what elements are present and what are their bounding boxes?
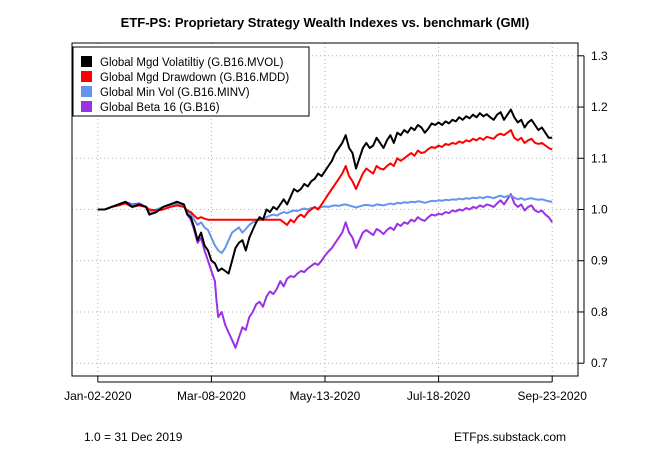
legend-label: Global Mgd Drawdown (G.B16.MDD) xyxy=(100,72,289,84)
legend-label: Global Mgd Volatiltiy (G.B16.MVOL) xyxy=(100,57,284,69)
legend-label: Global Min Vol (G.B16.MINV) xyxy=(100,87,250,99)
chart-title: ETF-PS: Proprietary Strategy Wealth Inde… xyxy=(121,15,530,30)
legend: Global Mgd Volatiltiy (G.B16.MVOL) Global… xyxy=(72,46,310,117)
x-tick-label: Jul-18-2020 xyxy=(407,389,471,403)
series-line-global-mgd-drawdown-g-b16-mdd xyxy=(97,129,553,226)
x-tick-label: Mar-08-2020 xyxy=(177,389,246,403)
series-line-global-beta-16-g-b16 xyxy=(97,193,554,349)
series-lines xyxy=(97,108,554,349)
series-line-global-min-vol-g-b16-minv xyxy=(97,194,553,254)
footer-source: ETFps.substack.com xyxy=(453,430,566,444)
legend-swatch xyxy=(81,56,92,67)
y-tick-label: 0.7 xyxy=(591,356,608,370)
x-tick-label: May-13-2020 xyxy=(290,389,361,403)
x-axis: Jan-02-2020 Mar-08-2020 May-13-2020 Jul-18-… xyxy=(64,376,587,403)
footer-base-note: 1.0 = 31 Dec 2019 xyxy=(84,430,183,444)
y-tick-label: 1.0 xyxy=(591,203,608,217)
y-axis: 0.7 0.8 0.9 1.0 1.1 1.2 1.3 xyxy=(578,49,608,370)
x-tick-label: Sep-23-2020 xyxy=(517,389,587,403)
legend-swatch xyxy=(81,71,92,82)
legend-label: Global Beta 16 (G.B16) xyxy=(100,102,220,114)
y-tick-label: 1.2 xyxy=(591,100,608,114)
y-tick-label: 0.9 xyxy=(591,254,608,268)
y-tick-label: 1.1 xyxy=(591,151,608,165)
y-tick-label: 0.8 xyxy=(591,305,608,319)
series-line-global-mgd-volatiltiy-g-b16-mvol xyxy=(97,108,553,275)
legend-box xyxy=(72,46,310,117)
legend-swatch xyxy=(81,101,92,112)
y-tick-label: 1.3 xyxy=(591,49,608,63)
x-tick-label: Jan-02-2020 xyxy=(64,389,132,403)
legend-swatch xyxy=(81,86,92,97)
